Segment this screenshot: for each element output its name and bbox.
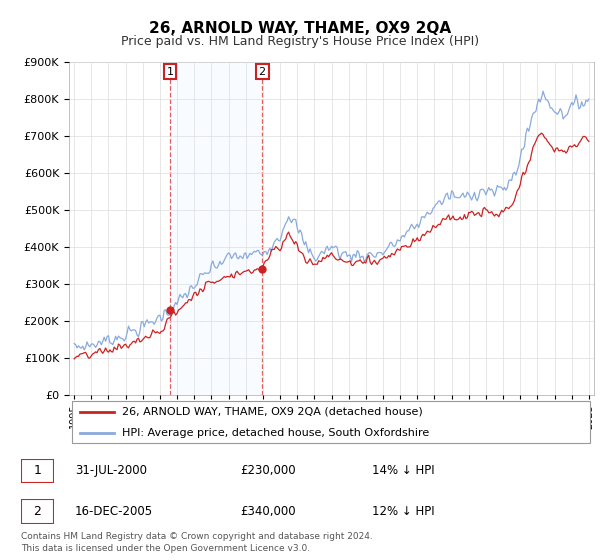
FancyBboxPatch shape xyxy=(71,401,590,444)
Text: 12% ↓ HPI: 12% ↓ HPI xyxy=(372,505,434,518)
Text: Contains HM Land Registry data © Crown copyright and database right 2024.
This d: Contains HM Land Registry data © Crown c… xyxy=(21,533,373,553)
Text: 1: 1 xyxy=(34,464,41,478)
Bar xyxy=(170,62,262,395)
Text: 26, ARNOLD WAY, THAME, OX9 2QA (detached house): 26, ARNOLD WAY, THAME, OX9 2QA (detached… xyxy=(121,407,422,417)
Text: 16-DEC-2005: 16-DEC-2005 xyxy=(75,505,153,518)
Text: 2: 2 xyxy=(34,505,41,518)
Text: 26, ARNOLD WAY, THAME, OX9 2QA: 26, ARNOLD WAY, THAME, OX9 2QA xyxy=(149,21,451,36)
Text: £230,000: £230,000 xyxy=(240,464,296,478)
FancyBboxPatch shape xyxy=(21,459,54,483)
Text: Price paid vs. HM Land Registry's House Price Index (HPI): Price paid vs. HM Land Registry's House … xyxy=(121,35,479,48)
Text: 1: 1 xyxy=(166,67,173,77)
Text: 14% ↓ HPI: 14% ↓ HPI xyxy=(372,464,434,478)
Text: 2: 2 xyxy=(259,67,266,77)
Text: 31-JUL-2000: 31-JUL-2000 xyxy=(75,464,147,478)
FancyBboxPatch shape xyxy=(21,499,54,524)
Text: £340,000: £340,000 xyxy=(240,505,296,518)
Text: HPI: Average price, detached house, South Oxfordshire: HPI: Average price, detached house, Sout… xyxy=(121,428,429,438)
